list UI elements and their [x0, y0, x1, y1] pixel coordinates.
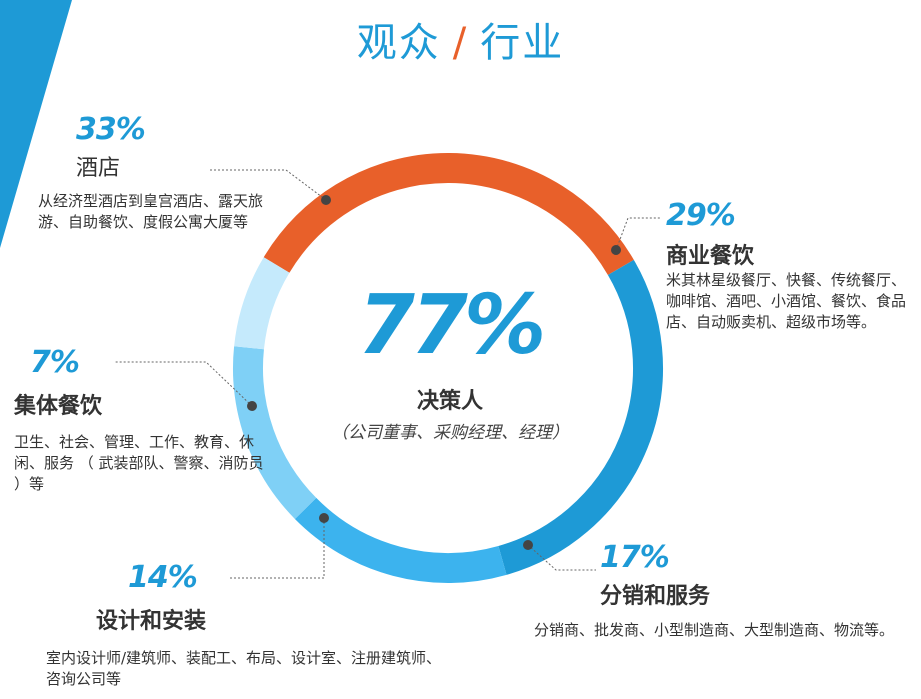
center-sublabel: （公司董事、采购经理、经理）: [331, 423, 569, 443]
leader-line-design: [228, 518, 325, 579]
donut-segment-design: [233, 346, 317, 519]
leader-line-collective: [114, 361, 253, 407]
marker-dot-distribution: [523, 540, 533, 550]
segment-desc-distribution: 分销商、批发商、小型制造商、大型制造商、物流等。: [534, 621, 895, 639]
center-label: 决策人: [416, 389, 483, 414]
segment-name-commercial: 商业餐饮: [666, 244, 755, 269]
segment-name-collective: 集体餐饮: [14, 394, 103, 419]
marker-dot-design: [319, 513, 329, 523]
page-title: 观众 / 行业: [0, 10, 921, 68]
corner-decoration: [0, 0, 72, 248]
donut-segment-hotel: [263, 153, 634, 275]
title-right: 行业: [480, 20, 565, 66]
title-separator: /: [452, 20, 469, 66]
segment-name-design: 设计和安装: [96, 609, 207, 634]
segment-percent-collective: 7%: [30, 345, 80, 380]
segment-percent-commercial: 29%: [666, 198, 736, 233]
segment-desc-commercial: 米其林星级餐厅、快餐、传统餐厅、咖啡馆、酒吧、小酒馆、餐饮、食品店、自动贩卖机、…: [666, 271, 907, 331]
center-percent: 77%: [357, 278, 546, 373]
donut-segment-collective: [234, 257, 290, 350]
segment-desc-collective: 卫生、社会、管理、工作、教育、休闲、服务 （ 武装部队、警察、消防员 ）等: [14, 433, 264, 493]
leader-line-distribution: [527, 544, 596, 571]
segment-name-hotel: 酒店: [76, 156, 121, 181]
marker-dot-hotel: [321, 195, 331, 205]
marker-dot-collective: [247, 401, 257, 411]
leader-line-hotel: [210, 169, 327, 201]
segment-percent-hotel: 33%: [76, 112, 146, 147]
marker-dot-commercial: [611, 245, 621, 255]
title-left: 观众: [356, 20, 441, 66]
segment-percent-design: 14%: [128, 560, 198, 595]
donut-segment-distribution: [294, 497, 507, 583]
segment-percent-distribution: 17%: [600, 540, 670, 575]
donut-segment-commercial: [498, 259, 663, 575]
segment-name-distribution: 分销和服务: [600, 584, 711, 609]
segment-desc-hotel: 从经济型酒店到皇宫酒店、露天旅游、自助餐饮、度假公寓大厦等: [38, 192, 264, 231]
segment-desc-design: 室内设计师/建筑师、装配工、布局、设计室、注册建筑师、咨询公司等: [46, 649, 442, 688]
